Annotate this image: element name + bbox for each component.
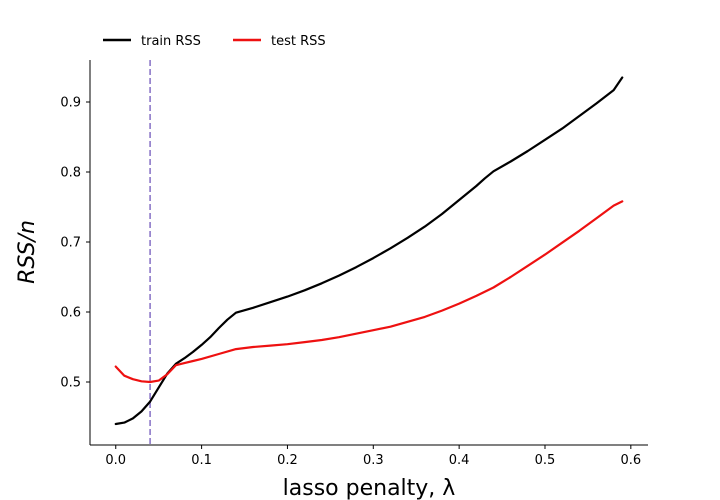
series-line-train (114, 76, 624, 426)
legend-label: test RSS (271, 34, 326, 49)
y-axis-ticks: 0.5 0.6 0.7 0.8 0.9 (60, 96, 90, 391)
y-tick-label: 0.8 (60, 166, 81, 181)
legend-label: train RSS (141, 34, 201, 49)
x-tick-label: 0.5 (535, 453, 556, 468)
y-tick-label: 0.9 (60, 96, 81, 111)
x-axis-ticks: 0.0 0.1 0.2 0.3 0.4 0.5 0.6 (105, 445, 641, 468)
y-axis-label: RSS/n (15, 220, 40, 284)
y-tick-label: 0.7 (60, 236, 81, 251)
x-tick-label: 0.4 (449, 453, 470, 468)
legend: train RSS test RSS (103, 34, 326, 49)
series-line-test (114, 200, 624, 384)
x-tick-label: 0.1 (191, 453, 212, 468)
plot-area (114, 60, 624, 445)
y-tick-label: 0.6 (60, 306, 81, 321)
x-tick-label: 0.2 (277, 453, 298, 468)
x-tick-label: 0.3 (363, 453, 384, 468)
axes: 0.0 0.1 0.2 0.3 0.4 0.5 0.6 0.5 0.6 0.7 0.8 0.9 (60, 60, 648, 468)
x-axis-label: lasso penalty, λ (283, 476, 456, 500)
y-tick-label: 0.5 (60, 376, 81, 391)
x-tick-label: 0.0 (105, 453, 126, 468)
x-tick-label: 0.6 (620, 453, 641, 468)
